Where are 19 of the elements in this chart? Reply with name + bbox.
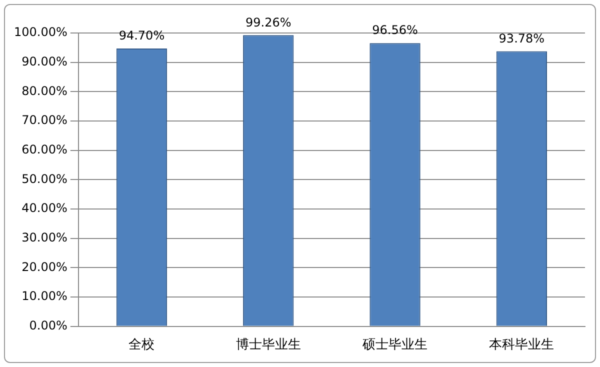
y-tick-label: 20.00% xyxy=(22,260,68,274)
y-tick-label: 30.00% xyxy=(22,230,68,245)
x-tick-label: 硕士毕业生 xyxy=(362,338,428,353)
data-label: 99.26% xyxy=(245,15,292,30)
y-tick-label: 80.00% xyxy=(22,84,68,98)
y-tick-label: 100.00% xyxy=(14,25,68,40)
data-label: 93.78% xyxy=(498,31,545,46)
y-tick-label: 40.00% xyxy=(22,201,68,216)
y-tick-label: 90.00% xyxy=(22,54,68,68)
y-tick-label: 50.00% xyxy=(22,172,68,186)
y-tick-label: 0.00% xyxy=(29,318,68,333)
y-tick-label: 60.00% xyxy=(22,142,68,156)
x-tick-label: 全校 xyxy=(128,338,155,353)
y-tick-label: 70.00% xyxy=(22,113,68,128)
x-tick-label: 博士毕业生 xyxy=(236,338,301,353)
data-label: 96.56% xyxy=(372,23,418,38)
y-tick-label: 10.00% xyxy=(22,289,68,304)
data-label: 94.70% xyxy=(118,28,165,43)
x-tick-label: 本科毕业生 xyxy=(489,338,554,353)
